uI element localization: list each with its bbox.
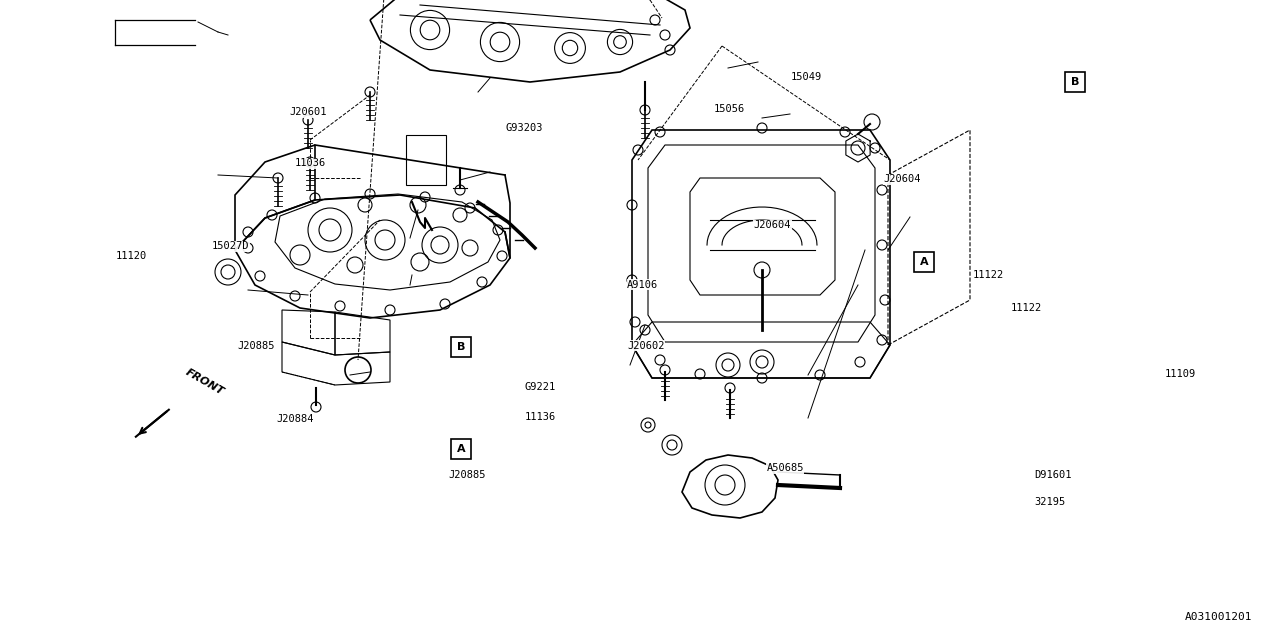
Text: B: B	[457, 342, 465, 352]
Text: G9221: G9221	[525, 382, 556, 392]
Text: 15027D: 15027D	[212, 241, 250, 252]
Text: A9106: A9106	[627, 280, 658, 290]
Text: 15056: 15056	[714, 104, 745, 114]
Text: D91601: D91601	[1034, 470, 1071, 480]
Bar	[451, 439, 471, 460]
Bar	[914, 252, 934, 273]
Text: B: B	[1071, 77, 1079, 87]
Text: 11122: 11122	[973, 270, 1004, 280]
Text: A: A	[920, 257, 928, 268]
Text: 15049: 15049	[791, 72, 822, 82]
Text: 11136: 11136	[525, 412, 556, 422]
Bar	[1065, 72, 1085, 92]
Text: 32195: 32195	[1034, 497, 1065, 508]
Text: G93203: G93203	[506, 123, 543, 133]
Text: A: A	[457, 444, 465, 454]
Text: FRONT: FRONT	[184, 367, 225, 397]
Text: J20885: J20885	[238, 340, 275, 351]
Text: J20885: J20885	[448, 470, 485, 480]
Bar	[406, 135, 445, 185]
Text: J20604: J20604	[754, 220, 791, 230]
Text: 11109: 11109	[1165, 369, 1196, 380]
Text: J20602: J20602	[627, 340, 664, 351]
Text: A031001201: A031001201	[1184, 612, 1252, 622]
Text: J20884: J20884	[276, 414, 314, 424]
Text: A50685: A50685	[767, 463, 804, 474]
Text: 11036: 11036	[296, 158, 326, 168]
Text: 11120: 11120	[116, 251, 147, 261]
Text: 11122: 11122	[1011, 303, 1042, 314]
Bar	[451, 337, 471, 357]
Text: J20604: J20604	[883, 174, 920, 184]
Text: J20601: J20601	[289, 107, 326, 117]
